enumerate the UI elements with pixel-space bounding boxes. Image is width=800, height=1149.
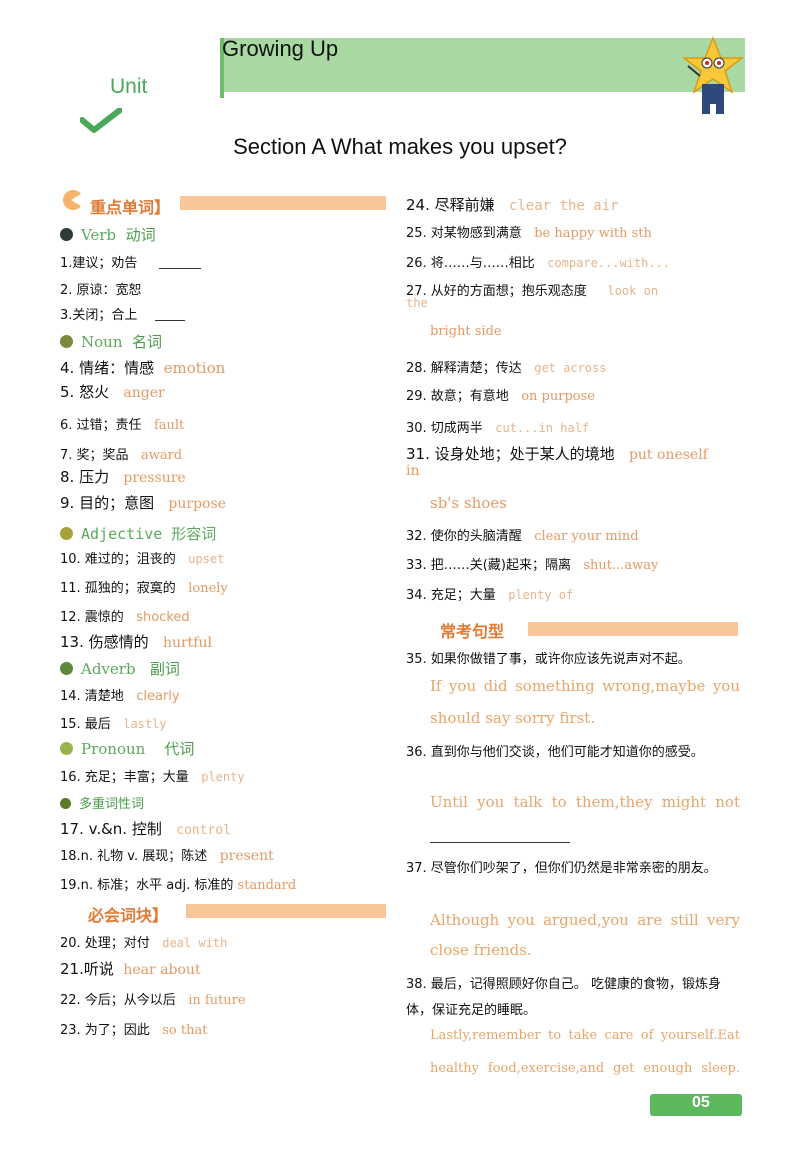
phrase-heading: 必会词块】	[88, 906, 169, 925]
vocab-item-18: 18.n. 礼物 v. 展现；陈述 present	[60, 848, 274, 864]
phrase-item-27: 27. 从好的方面想；抱乐观态度 look on	[406, 284, 659, 299]
phrase-item-24: 24. 尽释前嫌 clear the air	[406, 196, 619, 214]
category-dot	[60, 662, 73, 675]
category-label-en: Adverb	[81, 660, 136, 678]
category-label-cn: 代词	[164, 740, 195, 758]
vocab-item-5: 5. 怒火 anger	[60, 383, 165, 401]
sentence-37-cn: 37. 尽管你们吵架了，但你们仍然是非常亲密的朋友。	[406, 861, 717, 876]
page-number: 05	[692, 1094, 710, 1111]
phrase-item-20: 20. 处理；对付 deal with	[60, 936, 228, 951]
category-label-cn: 名词	[132, 333, 163, 351]
sentence-35-en-1: If you did something wrong,maybe you	[430, 677, 740, 695]
vocab-item-14: 14. 清楚地 clearly	[60, 689, 180, 704]
phrase-item-22: 22. 今后；从今以后 in future	[60, 993, 246, 1008]
phrase-item-33: 33. 把……关(藏)起来；隔离 shut...away	[406, 558, 659, 573]
category-pronoun: Pronoun 代词	[60, 738, 194, 759]
vocab-item-19: 19.n. 标准；水平 adj. 标准的 standard	[60, 878, 297, 893]
sentence-37-en-1: Although you argued,you are still very	[430, 911, 740, 929]
vocab-item-1: 1.建议；劝告	[60, 252, 202, 271]
phrase-item-26: 26. 将……与……相比 compare...with...	[406, 256, 671, 271]
unit-banner	[222, 38, 745, 92]
vocab-item-4: 4. 情绪：情感 emotion	[60, 359, 226, 377]
phrase-heading-bar	[186, 904, 386, 918]
vocab-item-13: 13. 伤感情的 hurtful	[60, 633, 212, 651]
vocab-item-9: 9. 目的；意图 purpose	[60, 494, 226, 512]
banner-title: Growing Up	[222, 36, 339, 61]
vocab-item-12: 12. 震惊的 shocked	[60, 610, 190, 625]
moon-icon	[411, 616, 430, 634]
pacman-icon	[63, 190, 81, 210]
phrase-item-31: 31. 设身处地；处于某人的境地 put oneself	[406, 445, 708, 463]
category-verb: Verb 动词	[60, 224, 156, 245]
checkmark-icon	[80, 108, 122, 133]
sentence-38-en-1: Lastly,remember to take care of yourself…	[430, 1028, 740, 1043]
banner-accent	[220, 38, 224, 98]
category-label-cn: 动词	[125, 226, 156, 244]
phrase-item-29: 29. 故意；有意地 on purpose	[406, 389, 595, 404]
category-label-cn: 副词	[149, 660, 180, 678]
category-dot	[60, 527, 73, 540]
category-multi: 多重词性词	[60, 793, 144, 812]
vocab-item-3: 3.关闭；合上	[60, 304, 186, 323]
vocab-item-17: 17. v.&n. 控制 control	[60, 820, 231, 838]
sentence-heading-bar	[528, 622, 738, 636]
vocab-item-2: 2. 原谅：宽恕	[60, 283, 142, 298]
vocab-item-10: 10. 难过的；沮丧的 upset	[60, 552, 225, 567]
category-label-en: Verb	[81, 226, 117, 244]
phrase-item-30: 30. 切成两半 cut...in half	[406, 421, 590, 436]
sentence-35-en-2: should say sorry first.	[430, 709, 596, 727]
vocab-item-7: 7. 奖；奖品 award	[60, 448, 183, 463]
sentence-36-cn: 36. 直到你与他们交谈，他们可能才知道你的感受。	[406, 745, 704, 760]
category-dot	[60, 335, 73, 348]
sentence-heading: 常考句型	[440, 622, 505, 641]
sentence-35-cn: 35. 如果你做错了事，或许你应该先说声对不起。	[406, 652, 691, 667]
answer-blank[interactable]	[430, 842, 570, 843]
vocab-heading: 重点单词】	[90, 198, 171, 217]
category-label: Adjective 形容词	[81, 525, 217, 543]
phrase-item-21: 21.听说 hear about	[60, 960, 201, 978]
category-adverb: Adverb 副词	[60, 658, 180, 679]
phrase-item-27-cont: bright side	[430, 324, 502, 339]
star-mascot-icon	[681, 36, 745, 114]
phrase-item-28: 28. 解释清楚；传达 get across	[406, 361, 607, 376]
answer-blank[interactable]	[155, 320, 186, 321]
category-label: 多重词性词	[79, 797, 145, 812]
phrase-item-25: 25. 对某物感到满意 be happy with sth	[406, 226, 652, 241]
unit-label: Unit	[110, 75, 148, 98]
sentence-38-en-2: healthy food,exercise,and get enough sle…	[430, 1061, 740, 1076]
category-dot	[60, 742, 73, 755]
vocab-heading-bar	[180, 196, 386, 210]
vocab-item-15: 15. 最后 lastly	[60, 717, 167, 732]
vocab-item-11: 11. 孤独的；寂寞的 lonely	[60, 581, 228, 596]
sentence-36-en-1: Until you talk to them,they might not	[430, 793, 740, 811]
phrase-item-34: 34. 充足；大量 plenty of	[406, 588, 574, 603]
page-badge	[650, 1094, 742, 1116]
vocab-item-6: 6. 过错；责任 fault	[60, 418, 185, 433]
category-dot	[60, 228, 73, 241]
section-title: Section A What makes you upset?	[233, 134, 567, 159]
category-noun: Noun 名词	[60, 331, 162, 352]
category-label-en: Pronoun	[81, 740, 146, 758]
phrase-item-23: 23. 为了；因此 so that	[60, 1023, 208, 1038]
category-adjective: Adjective 形容词	[60, 523, 216, 544]
category-label-en: Noun	[81, 333, 123, 351]
phrase-item-27-tail: the	[406, 296, 428, 310]
phrase-item-31-cont: sb's shoes	[430, 494, 507, 512]
sentence-37-en-2: close friends.	[430, 941, 532, 959]
vocab-item-8: 8. 压力 pressure	[60, 468, 186, 486]
category-dot	[60, 798, 71, 809]
vocab-item-16: 16. 充足；丰富；大量 plenty	[60, 770, 245, 785]
sentence-38-cn: 38. 最后，记得照顾好你自己。 吃健康的食物，锻炼身体，保证充足的睡眠。	[406, 977, 721, 1018]
answer-blank[interactable]	[159, 268, 202, 269]
phrase-item-31-tail: in	[406, 463, 420, 479]
phrase-item-32: 32. 使你的头脑清醒 clear your mind	[406, 529, 639, 544]
